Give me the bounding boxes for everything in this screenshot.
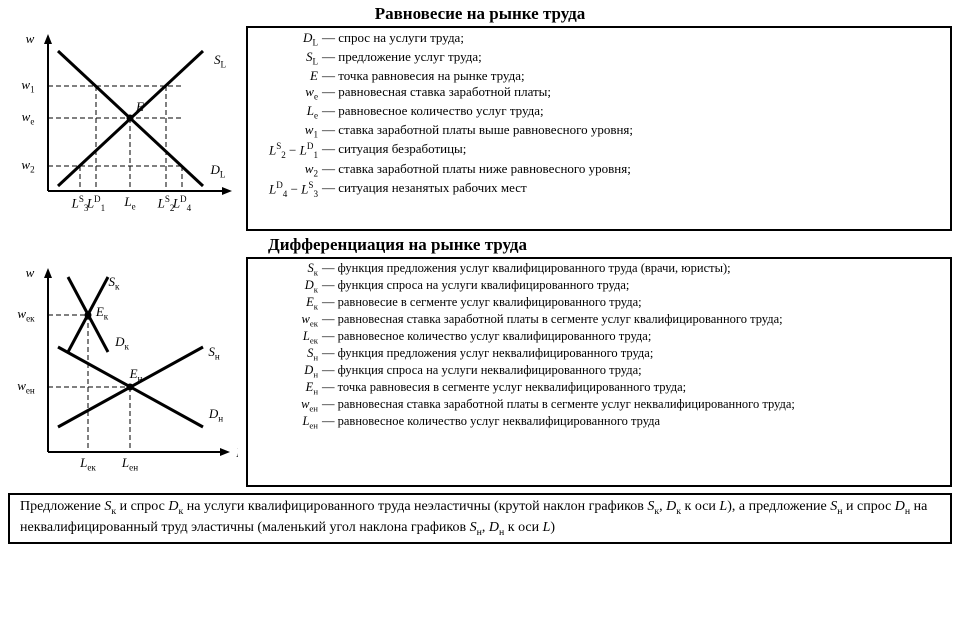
legend-row: E— точка равновесия на рынке труда; — [256, 68, 942, 84]
legend-row: w1— ставка заработной платы выше равнове… — [256, 122, 942, 141]
legend-row: DL— спрос на услуги труда; — [256, 30, 942, 49]
legend-1: DL— спрос на услуги труда;SL— предложени… — [246, 26, 952, 231]
legend-row: Le— равновесное количество услуг труда; — [256, 103, 942, 122]
chart-1: wLw1wew2DLSLELS3LD1LeLS2LD4 — [8, 26, 238, 231]
legend-row: Eк— равновесие в сегменте услуг квалифиц… — [256, 295, 942, 312]
legend-row: LD4 − LS3— ситуация незанятых рабочих ме… — [256, 180, 942, 200]
legend-row: Leк— равновесное количество услуг квалиф… — [256, 329, 942, 346]
legend-row: weн— равновесная ставка заработной платы… — [256, 397, 942, 414]
legend-row: Leн— равновесное количество услуг неквал… — [256, 414, 942, 431]
legend-row: w2— ставка заработной платы ниже равнове… — [256, 161, 942, 180]
legend-row: Sн— функция предложения услуг неквалифиц… — [256, 346, 942, 363]
legend-row: Dн— функция спроса на услуги неквалифици… — [256, 363, 942, 380]
section-1: wLw1wew2DLSLELS3LD1LeLS2LD4 DL— спрос на… — [8, 26, 952, 231]
note-box: Предложение Sк и спрос Dк на услуги квал… — [8, 493, 952, 544]
chart-2: wLweкweнSкDкSнDнEкEнLeкLeн — [8, 257, 238, 487]
legend-row: LS2 − LD1— ситуация безработицы; — [256, 141, 942, 161]
legend-2: Sк— функция предложения услуг квалифицир… — [246, 257, 952, 487]
legend-row: we— равновесная ставка заработной платы; — [256, 84, 942, 103]
section-2: wLweкweнSкDкSнDнEкEнLeкLeн Sк— функция п… — [8, 257, 952, 487]
title-1: Равновесие на рынке труда — [8, 4, 952, 24]
legend-row: Eн— точка равновесия в сегменте услуг не… — [256, 380, 942, 397]
legend-row: Dк— функция спроса на услуги квалифициро… — [256, 278, 942, 295]
legend-row: weк— равновесная ставка заработной платы… — [256, 312, 942, 329]
legend-row: SL— предложение услуг труда; — [256, 49, 942, 68]
legend-row: Sк— функция предложения услуг квалифицир… — [256, 261, 942, 278]
title-2: Дифференциация на рынке труда — [8, 235, 952, 255]
